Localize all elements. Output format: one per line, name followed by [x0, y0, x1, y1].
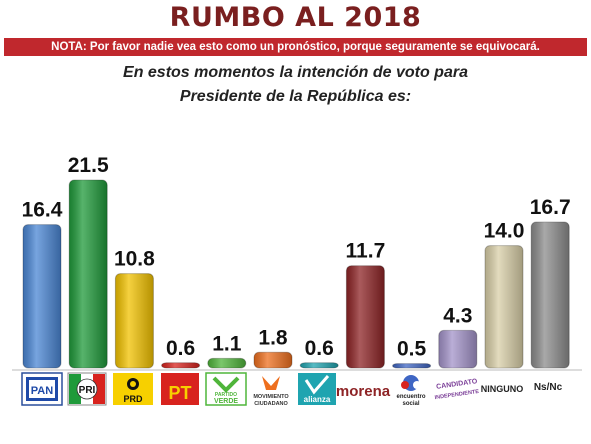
bar-shine: [207, 358, 246, 368]
bar-7: [345, 265, 385, 369]
logo-indep-text2: INDEPENDIENTE: [434, 389, 479, 401]
logo-verde-text: VERDE: [214, 398, 238, 405]
bar-9: [438, 329, 478, 369]
chart-subtitle-line1: En estos momentos la intención de voto p…: [123, 64, 468, 81]
bar-value-label: 4.3: [443, 304, 472, 327]
bar-shine: [161, 362, 200, 368]
logo-mc: MOVIMIENTO CIUDADANO: [253, 376, 289, 407]
bar-8: [392, 363, 432, 369]
logo-pri: PRI: [67, 372, 107, 406]
bar-value-label: 1.8: [258, 326, 288, 349]
logo-mc-text2: CIUDADANO: [254, 401, 288, 407]
logo-encuentro-text1: encuentro: [396, 394, 425, 400]
page-title: RUMBO AL 2018: [169, 2, 422, 33]
bar-4: [207, 357, 247, 369]
logo-verde-small: PARTIDO: [215, 392, 237, 398]
label-ninguno: NINGUNO: [481, 384, 524, 394]
bar-shine: [392, 363, 431, 368]
bar-value-label: 21.5: [68, 154, 109, 177]
label-nsnc-text: Ns/Nc: [534, 382, 563, 393]
logo-pt-text: PT: [168, 383, 191, 403]
bar-value-label: 14.0: [484, 220, 525, 243]
bar-value-label: 0.6: [305, 337, 334, 360]
logo-prd: PRD: [113, 373, 153, 405]
bar-value-label: 1.1: [212, 332, 242, 355]
bar-shine: [485, 245, 523, 368]
chart-subtitle-line2: Presidente de la República es:: [179, 88, 412, 105]
logo-encuentro-text2: social: [402, 401, 419, 407]
bar-shine: [531, 221, 570, 368]
bar-value-label: 10.8: [114, 248, 155, 271]
bar-shine: [23, 224, 61, 368]
bar-1: [68, 179, 108, 369]
bar-shine: [69, 180, 108, 368]
bar-shine: [115, 273, 154, 368]
bar-shine: [300, 362, 339, 368]
bar-5: [253, 351, 293, 369]
label-nsnc: Ns/Nc: [534, 382, 563, 393]
bar-value-label: 0.5: [397, 338, 427, 361]
bar-shine: [346, 265, 385, 368]
logo-pan-text: PAN: [31, 385, 53, 397]
logo-alianza-text: alianza: [304, 395, 331, 404]
bar-11: [530, 221, 570, 369]
logo-pan: PAN: [21, 372, 63, 406]
bar-2: [114, 273, 154, 369]
bar-6: [299, 362, 339, 369]
logo-verde: PARTIDO VERDE: [205, 372, 247, 406]
bar-10: [484, 245, 524, 369]
disclaimer-banner: NOTA: Por favor nadie vea esto como un p…: [4, 38, 587, 56]
logo-prd-text: PRD: [123, 394, 143, 404]
logo-encuentro-social: encuentro social: [396, 375, 426, 407]
bar-shine: [254, 352, 292, 368]
logo-alianza: alianza: [298, 373, 336, 405]
logo-pt: PT: [161, 373, 199, 405]
logo-mc-text1: MOVIMIENTO: [253, 394, 289, 400]
bar-value-label: 16.4: [22, 199, 63, 222]
bar-value-label: 16.7: [530, 196, 571, 219]
label-ninguno-text: NINGUNO: [481, 384, 524, 394]
bar-3: [161, 362, 201, 369]
bar-shine: [438, 330, 477, 368]
bar-0: [22, 224, 62, 369]
logo-morena-text: morena: [336, 383, 391, 400]
bar-value-label: 11.7: [346, 240, 386, 263]
bar-value-label: 0.6: [166, 337, 195, 360]
logo-morena: morena: [336, 383, 391, 400]
logo-pri-text: PRI: [79, 385, 96, 396]
logo-independiente: CANDIDATO INDEPENDIENTE: [434, 378, 479, 401]
